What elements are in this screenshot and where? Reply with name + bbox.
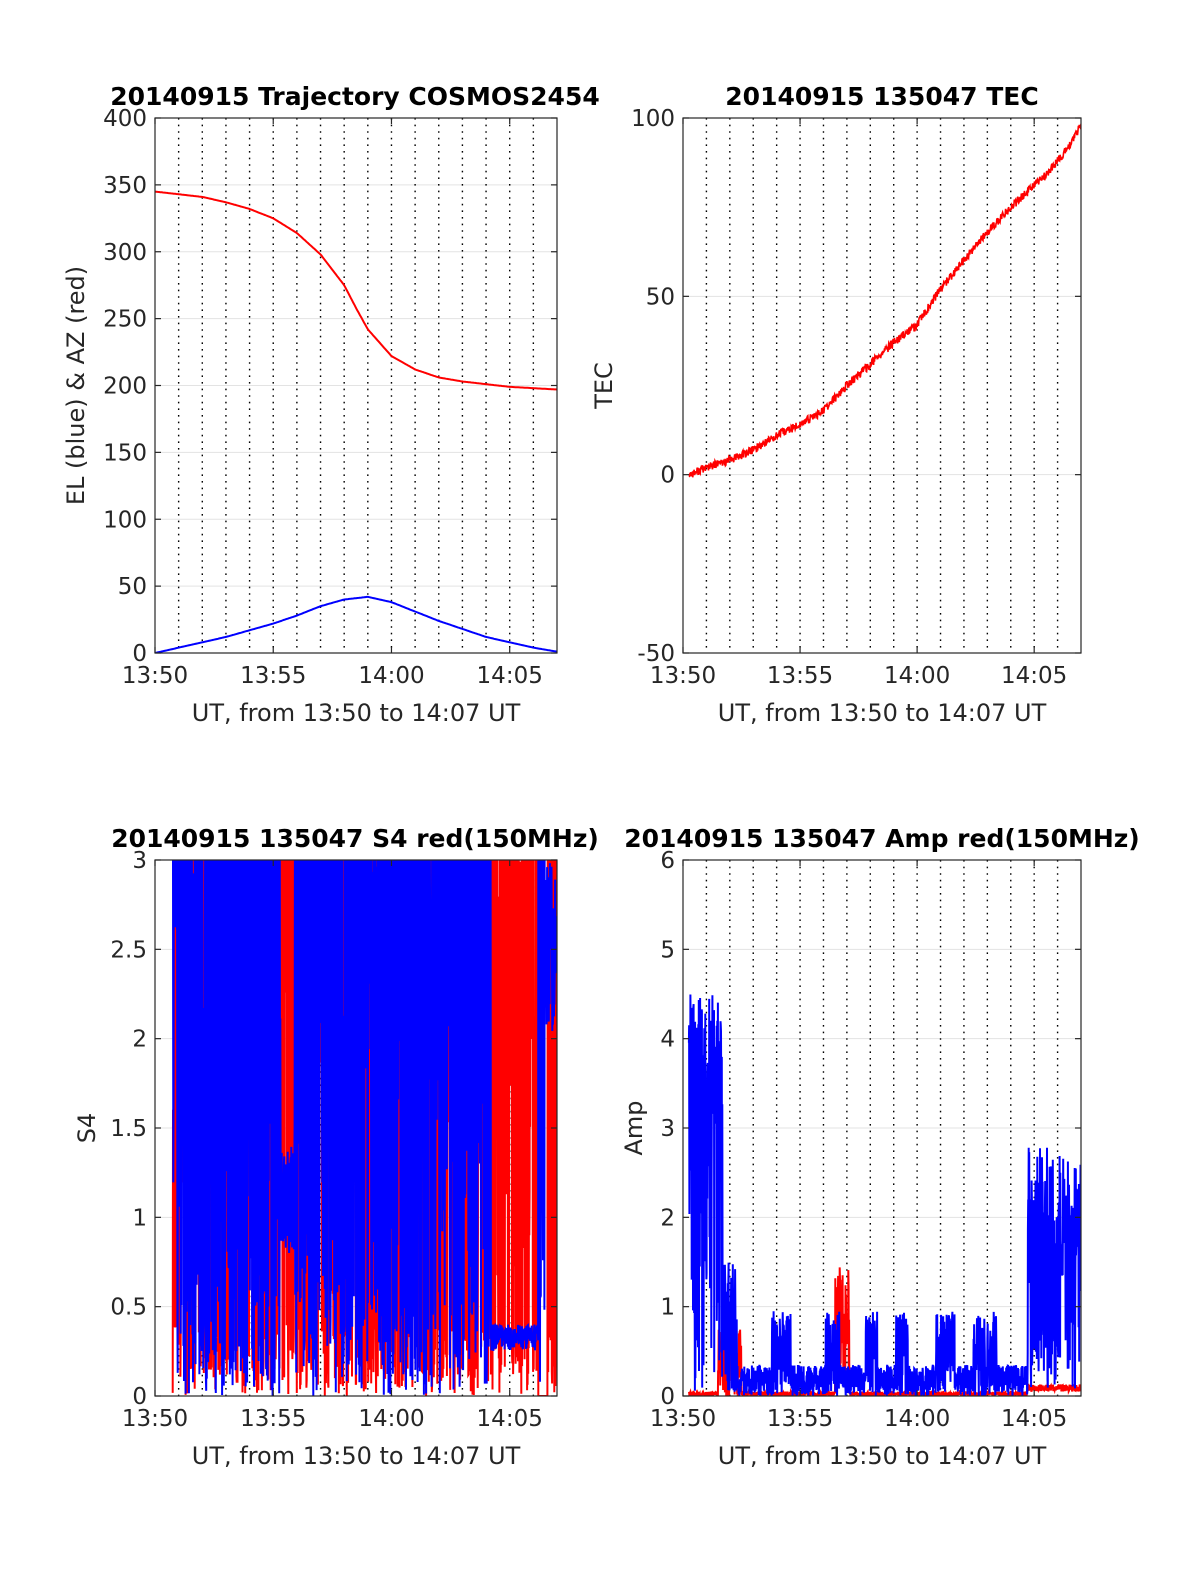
y-tick-label: -50 [637, 641, 675, 667]
x-tick-label: 14:00 [884, 1406, 950, 1432]
x-tick-label: 14:05 [1001, 663, 1067, 689]
chart-panel-4: 0 1 2 3 4 5 6 13:50 13:55 14:00 14:05 20140915 1350… [620, 824, 1140, 1470]
y-tick-label: 300 [103, 240, 147, 266]
y-axis-label: S4 [73, 1113, 101, 1144]
y-tick-label: 3 [132, 848, 147, 874]
chart-title: 20140915 Trajectory COSMOS2454 [110, 82, 600, 111]
x-tick-label: 13:55 [767, 1406, 833, 1432]
chart-panel-1: 0 50 100 150 200 250 300 350 400 13:50 13:55 14:00 1… [62, 82, 600, 727]
y-tick-label: 200 [103, 374, 147, 400]
x-axis-label: UT, from 13:50 to 14:07 UT [192, 1442, 521, 1470]
series-group [688, 123, 1081, 478]
s4-blue-series-line [172, 860, 557, 1396]
x-axis-label: UT, from 13:50 to 14:07 UT [718, 1442, 1047, 1470]
chart-title: 20140915 135047 TEC [725, 82, 1038, 111]
chart-panel-2: -50 0 50 100 13:50 13:55 14:00 14:05 20140915 13… [590, 82, 1082, 727]
y-tick-label: 100 [631, 106, 675, 132]
y-tick-label: 0.5 [110, 1295, 147, 1321]
x-tick-label: 13:50 [122, 1406, 188, 1432]
y-tick-label: 50 [646, 284, 675, 310]
x-tick-label: 14:05 [477, 663, 543, 689]
chart-title: 20140915 135047 S4 red(150MHz) [111, 824, 599, 853]
y-tick-label: 400 [103, 106, 147, 132]
el-series-line [155, 595, 557, 653]
y-tick-label: 0 [660, 463, 675, 489]
tec-series-line [688, 123, 1081, 478]
y-tick-label: 5 [660, 937, 675, 963]
chart-panel-3: 0 0.5 1 1.5 2 2.5 3 13:50 13:55 14:00 14:05 2014091… [73, 824, 599, 1470]
x-tick-label: 14:05 [1001, 1406, 1067, 1432]
axes-frame [682, 117, 1082, 654]
y-tick-label: 3 [660, 1116, 675, 1142]
x-tick-label: 14:00 [358, 663, 424, 689]
y-tick-label: 1 [660, 1295, 675, 1321]
x-tick-label: 13:50 [122, 663, 188, 689]
series-group [155, 190, 557, 653]
amp-blue-series-line [687, 994, 1081, 1396]
x-tick-label: 14:05 [477, 1406, 543, 1432]
chart-title: 20140915 135047 Amp red(150MHz) [624, 824, 1140, 853]
y-tick-label: 1.5 [110, 1116, 147, 1142]
y-tick-label: 1 [132, 1205, 147, 1231]
x-tick-label: 14:00 [358, 1406, 424, 1432]
y-tick-label: 0 [660, 1384, 675, 1410]
plot-area [683, 118, 1081, 653]
x-axis-label: UT, from 13:50 to 14:07 UT [718, 699, 1047, 727]
y-tick-label: 100 [103, 507, 147, 533]
y-axis-label: EL (blue) & AZ (red) [62, 266, 90, 505]
x-tick-label: 13:55 [240, 663, 306, 689]
y-axis-label: Amp [620, 1100, 648, 1155]
y-tick-label: 150 [103, 440, 147, 466]
y-tick-label: 350 [103, 173, 147, 199]
y-tick-label: 250 [103, 307, 147, 333]
y-tick-label: 2 [660, 1205, 675, 1231]
x-tick-label: 13:50 [650, 1406, 716, 1432]
y-tick-label: 2.5 [110, 937, 147, 963]
series-group [171, 860, 557, 1396]
y-tick-label: 50 [118, 574, 147, 600]
y-tick-label: 6 [660, 848, 675, 874]
az-series-line [155, 190, 557, 391]
y-tick-label: 4 [660, 1027, 675, 1053]
y-tick-label: 2 [132, 1027, 147, 1053]
x-axis-label: UT, from 13:50 to 14:07 UT [192, 699, 521, 727]
y-axis-label: TEC [590, 362, 618, 410]
y-tick-label: 0 [132, 1384, 147, 1410]
x-tick-label: 13:50 [650, 663, 716, 689]
y-tick-label: 0 [132, 641, 147, 667]
x-tick-label: 14:00 [884, 663, 950, 689]
x-tick-label: 13:55 [767, 663, 833, 689]
x-tick-label: 13:55 [240, 1406, 306, 1432]
